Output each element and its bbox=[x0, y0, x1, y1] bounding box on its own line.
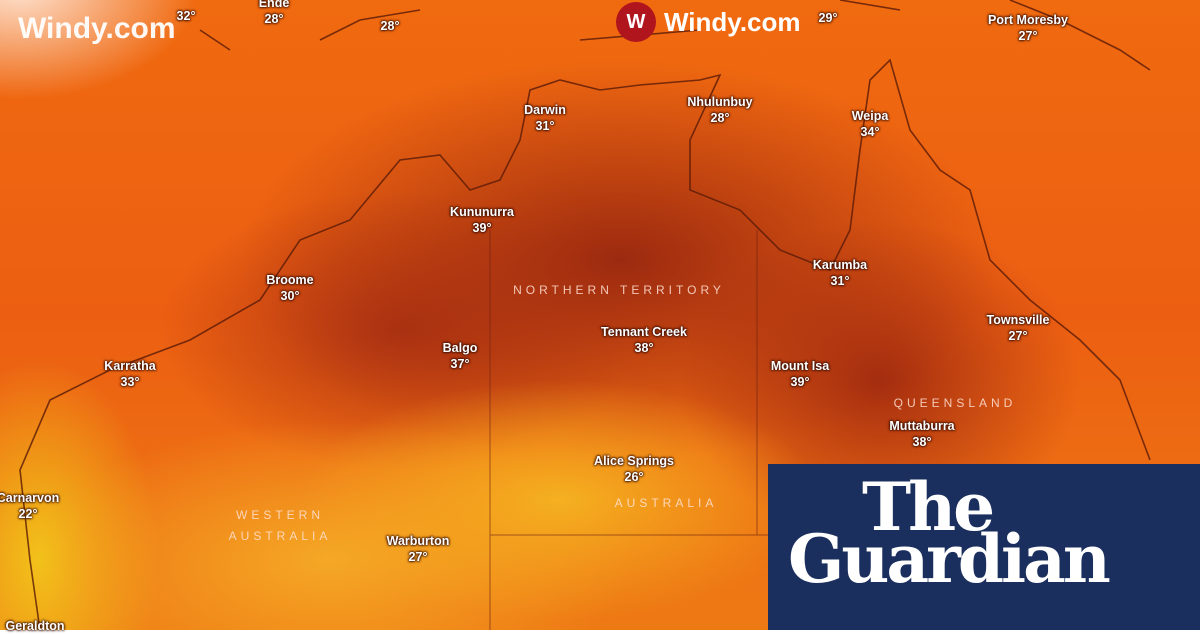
guardian-logo: The Guardian bbox=[768, 464, 1200, 630]
city-name bbox=[381, 2, 400, 18]
city-temperature: 26° bbox=[624, 470, 644, 484]
city-name: Darwin bbox=[524, 103, 566, 117]
city-temperature: 22° bbox=[18, 507, 38, 521]
city-temperature: 28° bbox=[380, 19, 400, 33]
city-temperature: 39° bbox=[790, 375, 810, 389]
city-label: Karumba 31° bbox=[813, 257, 867, 289]
city-name: Weipa bbox=[851, 109, 889, 123]
city-name: Broome bbox=[266, 273, 314, 287]
city-temperature: 27° bbox=[1018, 29, 1038, 43]
city-name: Warburton bbox=[386, 534, 450, 548]
city-name: Port Moresby bbox=[988, 13, 1068, 27]
city-label: Townsville 27° bbox=[987, 312, 1050, 344]
city-name: Balgo bbox=[442, 341, 478, 355]
city-name bbox=[177, 0, 196, 8]
city-label: Muttaburra 38° bbox=[889, 418, 954, 450]
city-label: Tennant Creek 38° bbox=[601, 324, 687, 356]
windy-logo: W Windy.com bbox=[616, 2, 801, 42]
australia-coastline bbox=[19, 58, 1151, 630]
city-label: Alice Springs 26° bbox=[594, 453, 674, 485]
city-temperature: 27° bbox=[1008, 329, 1028, 343]
city-temperature: 29° bbox=[818, 11, 838, 25]
city-label: Geraldton bbox=[5, 618, 64, 634]
city-label: Ende 28° bbox=[259, 0, 290, 27]
windy-logo-icon: W bbox=[616, 2, 656, 42]
city-name: Ende bbox=[258, 0, 290, 10]
city-temperature: 34° bbox=[860, 125, 880, 139]
city-temperature: 31° bbox=[535, 119, 555, 133]
windy-logo-text: Windy.com bbox=[664, 6, 801, 37]
city-label: Mount Isa 39° bbox=[771, 358, 829, 390]
city-temperature: 27° bbox=[408, 550, 428, 564]
region-northern-territory: NORTHERN TERRITORY bbox=[513, 283, 725, 297]
city-name: Karumba bbox=[812, 258, 868, 272]
region-queensland: QUEENSLAND bbox=[893, 396, 1017, 410]
city-name: Mount Isa bbox=[770, 359, 830, 373]
city-label: Karratha 33° bbox=[104, 358, 155, 390]
guardian-logo-line1: The bbox=[862, 468, 995, 546]
region-australia: AUSTRALIA bbox=[614, 496, 718, 510]
corner-glow bbox=[0, 0, 200, 100]
city-temperature: 39° bbox=[472, 221, 492, 235]
city-temperature: 32° bbox=[176, 9, 196, 23]
city-temperature: 30° bbox=[280, 289, 300, 303]
city-name bbox=[819, 0, 838, 10]
city-label: Nhulunbuy 28° bbox=[687, 94, 752, 126]
city-name: Karratha bbox=[104, 359, 156, 373]
city-temperature: 38° bbox=[912, 435, 932, 449]
city-name: Carnarvon bbox=[0, 491, 60, 505]
city-label: Warburton 27° bbox=[387, 533, 450, 565]
city-temperature: 28° bbox=[710, 111, 730, 125]
city-label: Broome 30° bbox=[266, 272, 313, 304]
city-temperature: 31° bbox=[830, 274, 850, 288]
city-label: Balgo 37° bbox=[443, 340, 478, 372]
city-label: Port Moresby 27° bbox=[988, 12, 1068, 44]
city-label: Carnarvon 22° bbox=[0, 490, 59, 522]
city-label: 28° bbox=[381, 2, 400, 34]
city-label: Kununurra 39° bbox=[450, 204, 514, 236]
city-label: 29° bbox=[819, 0, 838, 26]
city-name: Geraldton bbox=[5, 619, 65, 633]
city-label: Weipa 34° bbox=[852, 108, 889, 140]
city-temperature: 38° bbox=[634, 341, 654, 355]
city-name: Townsville bbox=[986, 313, 1050, 327]
city-temperature: 37° bbox=[450, 357, 470, 371]
city-name: Nhulunbuy bbox=[687, 95, 753, 109]
city-label: Darwin 31° bbox=[524, 102, 566, 134]
city-label: 32° bbox=[177, 0, 196, 24]
city-temperature: 33° bbox=[120, 375, 140, 389]
city-name: Tennant Creek bbox=[601, 325, 687, 339]
guardian-logo-line2: Guardian bbox=[788, 520, 1111, 598]
region-western-australia: WESTERN AUSTRALIA bbox=[228, 508, 332, 543]
city-temperature: 28° bbox=[264, 12, 284, 26]
city-name: Kununurra bbox=[450, 205, 514, 219]
windy-watermark: Windy.com bbox=[18, 12, 176, 45]
city-name: Alice Springs bbox=[594, 454, 674, 468]
city-name: Muttaburra bbox=[889, 419, 955, 433]
